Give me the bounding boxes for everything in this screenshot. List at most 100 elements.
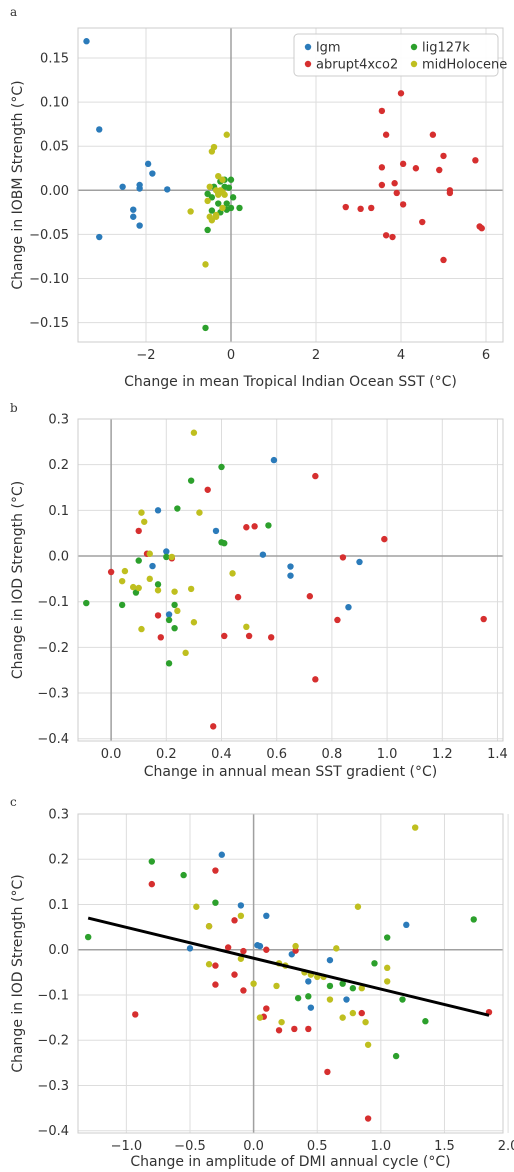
x-tick-label: 1.0 <box>377 747 398 762</box>
point-abrupt4xco2 <box>399 160 407 168</box>
point-midHolocene <box>187 208 194 215</box>
point-abrupt4xco2 <box>212 981 219 988</box>
y-tick-label: −0.1 <box>37 988 69 1003</box>
point-lig127k <box>135 557 142 564</box>
point-lgm <box>149 562 156 570</box>
point-midHolocene <box>278 1018 285 1026</box>
point-lig127k <box>326 982 334 990</box>
points <box>84 824 493 1122</box>
point-midHolocene <box>229 570 236 577</box>
point-abrupt4xco2 <box>135 527 142 535</box>
legend-box <box>293 33 499 77</box>
point-lgm <box>305 978 312 985</box>
point-abrupt4xco2 <box>231 971 238 978</box>
point-abrupt4xco2 <box>157 634 164 641</box>
point-lgm <box>403 921 410 929</box>
legend-label: lig127k <box>422 41 470 56</box>
point-lgm <box>259 551 267 558</box>
series-lig127k <box>202 176 243 332</box>
point-abrupt4xco2 <box>245 632 253 640</box>
point-lgm <box>287 563 294 570</box>
point-lgm <box>345 603 352 611</box>
point-midHolocene <box>273 982 280 990</box>
point-midHolocene <box>138 509 145 516</box>
panel-label: b <box>10 401 18 415</box>
point-midHolocene <box>204 197 211 205</box>
point-abrupt4xco2 <box>148 880 156 888</box>
point-midHolocene <box>326 996 334 1003</box>
point-lig127k <box>218 463 225 471</box>
point-abrupt4xco2 <box>263 946 270 953</box>
y-tick-label: 0.1 <box>48 504 69 519</box>
point-lgm <box>83 38 90 45</box>
point-lig127k <box>204 190 211 198</box>
point-midHolocene <box>190 429 198 436</box>
point-abrupt4xco2 <box>382 232 390 239</box>
point-lig127k <box>221 540 228 547</box>
point-lig127k <box>165 616 173 624</box>
regression-line <box>87 916 490 1017</box>
point-midHolocene <box>118 577 126 585</box>
point-abrupt4xco2 <box>446 189 454 197</box>
point-midHolocene <box>256 1014 264 1021</box>
point-lgm <box>287 572 294 579</box>
plot-frame <box>77 27 504 343</box>
legend-label: abrupt4xco2 <box>316 58 398 73</box>
point-midHolocene <box>339 1014 346 1021</box>
x-tick-label: 1.0 <box>371 1139 392 1154</box>
point-lig127k <box>349 985 357 992</box>
point-lig127k <box>171 624 178 632</box>
point-abrupt4xco2 <box>399 201 407 208</box>
point-midHolocene <box>384 978 391 985</box>
x-tick-label: 2.0 <box>498 1139 514 1154</box>
point-abrupt4xco2 <box>324 1068 331 1076</box>
point-abrupt4xco2 <box>251 523 258 530</box>
point-midHolocene <box>205 961 213 968</box>
point-lgm <box>343 996 350 1003</box>
point-lig127k <box>422 1018 429 1025</box>
y-tick-label: 0.3 <box>48 808 69 823</box>
point-lgm <box>136 185 143 192</box>
x-tick-label: 0.0 <box>101 747 122 762</box>
y-tick-label: −0.4 <box>37 1124 69 1139</box>
point-lig127k <box>163 553 170 561</box>
x-tick-label: 4 <box>397 348 405 363</box>
point-abrupt4xco2 <box>267 634 275 641</box>
y-tick-label: −0.15 <box>29 316 69 331</box>
point-abrupt4xco2 <box>107 568 115 576</box>
point-lig127k <box>148 858 156 865</box>
series-lgm <box>186 851 410 1011</box>
point-midHolocene <box>193 903 200 910</box>
x-axis-label: Change in annual mean SST gradient (°C) <box>144 764 437 780</box>
point-abrupt4xco2 <box>440 152 447 160</box>
point-abrupt4xco2 <box>358 1009 365 1017</box>
point-midHolocene <box>141 518 148 525</box>
point-lig127k <box>83 599 90 607</box>
y-axis-label: Change in IOD Strength (°C) <box>10 874 26 1072</box>
point-lig127k <box>171 601 178 609</box>
series-lgm <box>149 456 363 618</box>
x-tick-label: 2 <box>312 348 320 363</box>
point-abrupt4xco2 <box>389 233 396 241</box>
panel-label: a <box>10 5 17 19</box>
point-abrupt4xco2 <box>391 180 398 187</box>
point-abrupt4xco2 <box>312 676 319 683</box>
point-lgm <box>130 213 137 220</box>
y-tick-label: 0.15 <box>40 51 69 66</box>
y-tick-label: 0.0 <box>48 943 69 958</box>
y-axis-label: Change in IOBM Strength (°C) <box>10 80 26 289</box>
legend-label: midHolocene <box>422 58 507 73</box>
point-lgm <box>326 956 334 964</box>
point-abrupt4xco2 <box>306 593 314 600</box>
point-abrupt4xco2 <box>440 256 447 264</box>
point-midHolocene <box>202 261 209 268</box>
point-lgm <box>130 206 137 213</box>
point-lgm <box>163 548 170 555</box>
point-abrupt4xco2 <box>243 524 250 531</box>
x-tick-label: 0.5 <box>307 1139 328 1154</box>
point-midHolocene <box>208 148 216 155</box>
point-abrupt4xco2 <box>231 917 238 924</box>
point-abrupt4xco2 <box>234 593 242 601</box>
point-midHolocene <box>223 131 230 138</box>
point-lgm <box>186 945 194 952</box>
